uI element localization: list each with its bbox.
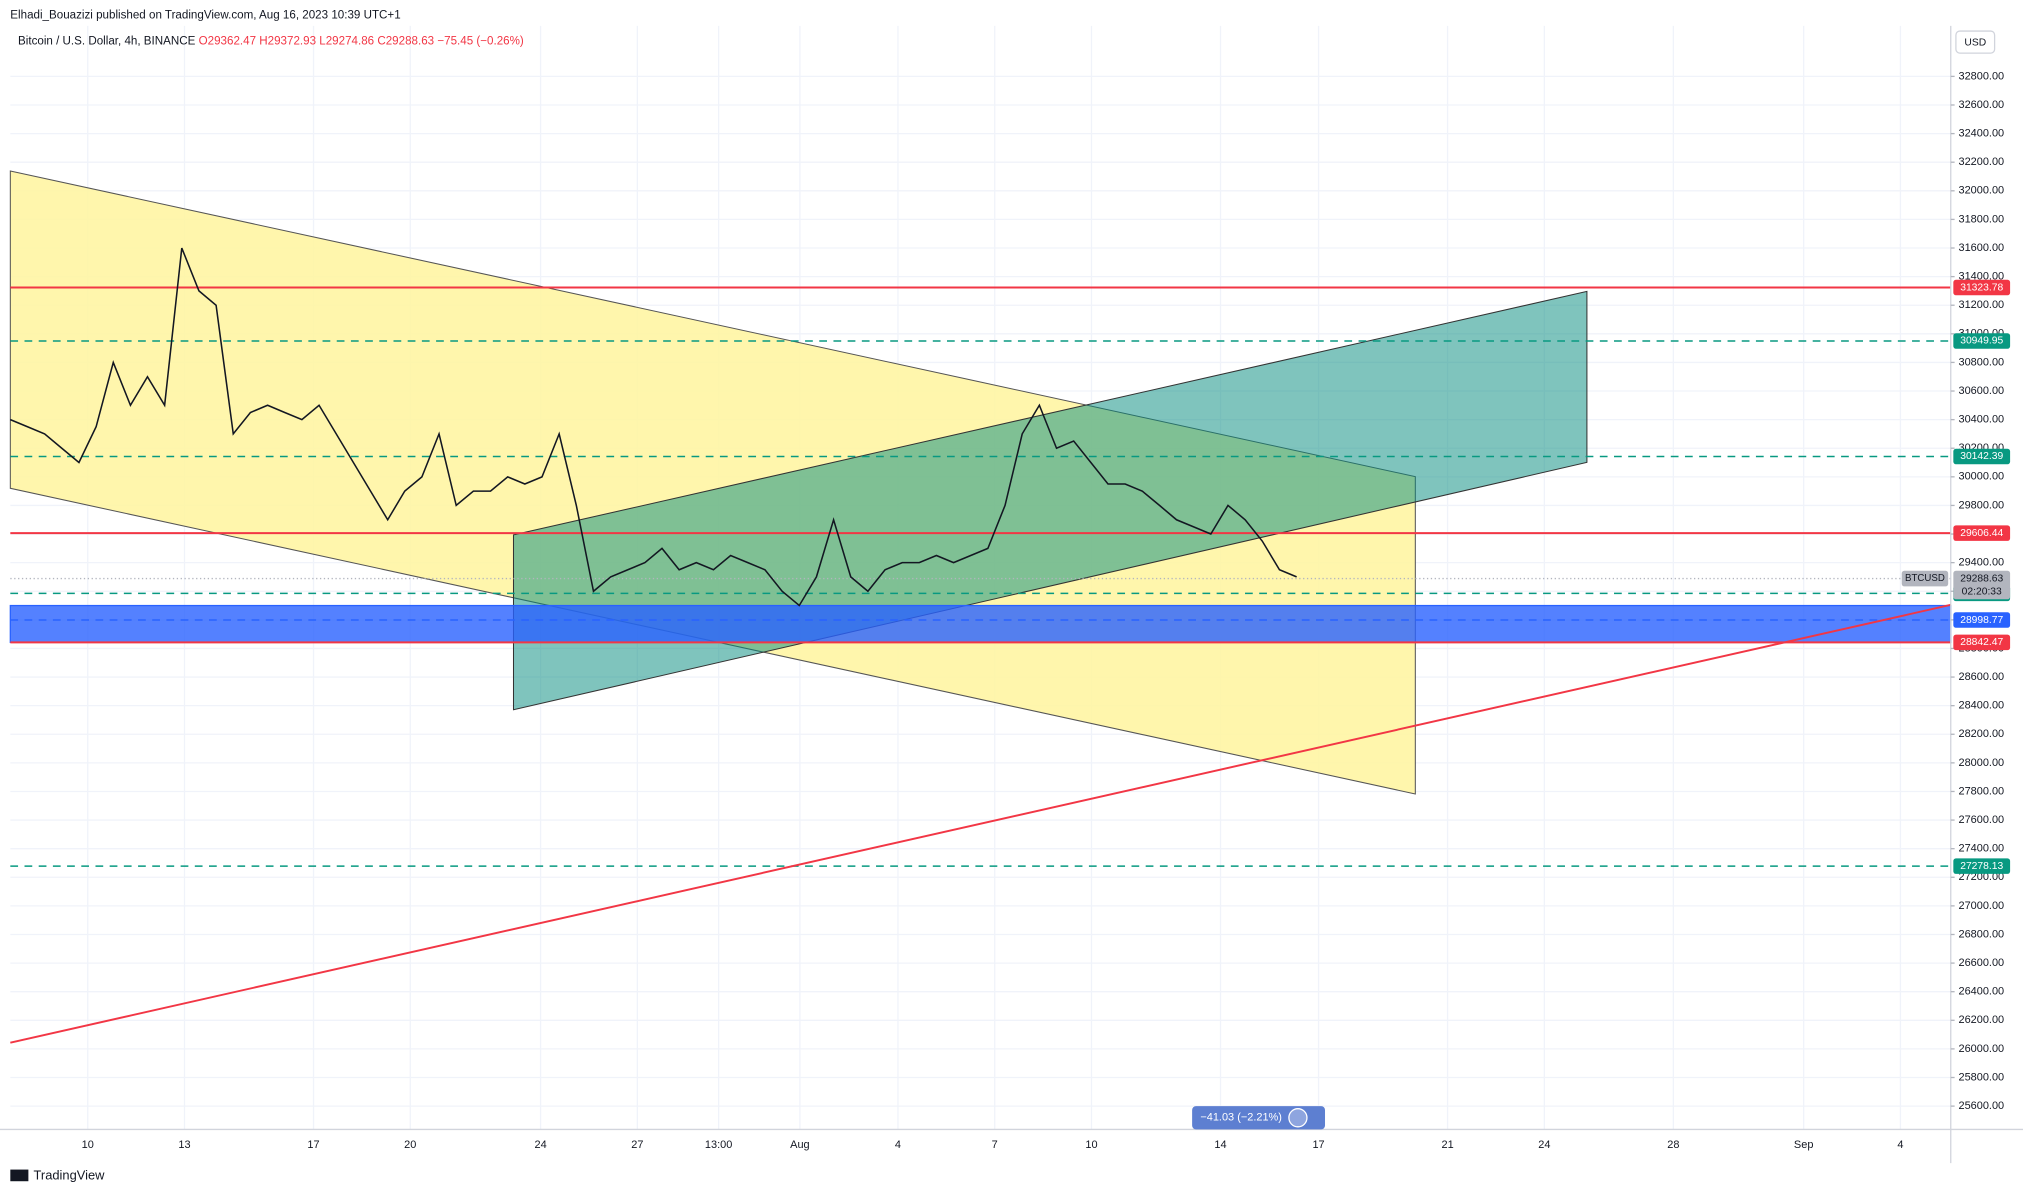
high: H29372.93 xyxy=(259,35,316,48)
x-tick-label: 10 xyxy=(1085,1139,1097,1151)
x-tick-label: 27 xyxy=(631,1139,643,1151)
y-tick-label: 30400.00 xyxy=(1958,414,2004,426)
y-tick-label: 28200.00 xyxy=(1958,728,2004,740)
y-tick-label: 28600.00 xyxy=(1958,671,2004,683)
symbol-box xyxy=(1901,570,1949,587)
y-tick-label: 26000.00 xyxy=(1958,1043,2004,1055)
level-label: 31323.78 xyxy=(1960,282,2003,293)
level-label-box xyxy=(1953,858,2011,874)
y-tick-label: 32000.00 xyxy=(1958,185,2004,197)
currency-box[interactable] xyxy=(1955,30,1996,54)
y-tick-label: 26400.00 xyxy=(1958,986,2004,998)
price-labels: 31323.7830949.9530142.3929606.4429185.38… xyxy=(1901,279,2011,874)
level-label: 28842.47 xyxy=(1960,637,2003,648)
y-tick-label: 25600.00 xyxy=(1958,1100,2004,1112)
y-tick-label: 25800.00 xyxy=(1958,1071,2004,1083)
price-line xyxy=(10,247,1297,607)
level-label: 27278.13 xyxy=(1960,861,2003,872)
y-tick-label: 31200.00 xyxy=(1958,299,2004,311)
y-tick-label: 27600.00 xyxy=(1958,814,2004,826)
symbol-label: BTCUSD xyxy=(1905,573,1945,584)
brand: TradingView xyxy=(34,1167,106,1182)
last-price-box xyxy=(1953,570,2011,600)
y-tick-label: 31800.00 xyxy=(1958,213,2004,225)
x-tick-label: 13:00 xyxy=(705,1139,732,1151)
x-axis: 10 13 17 20 24 27 13:00 Aug 4 7 10 14 17 21 24 28 Sep 4 xyxy=(82,1139,1904,1151)
x-tick-label: 21 xyxy=(1441,1139,1453,1151)
level-label: 30142.39 xyxy=(1960,451,2003,462)
level-label-box xyxy=(1953,448,2011,465)
symbol: Bitcoin / U.S. Dollar, 4h, BINANCE xyxy=(18,35,196,48)
x-tick-label: 24 xyxy=(534,1139,546,1151)
levels xyxy=(10,286,1951,867)
x-tick-label: 17 xyxy=(307,1139,319,1151)
level-label-box xyxy=(1953,525,2011,541)
x-tick-label: 10 xyxy=(82,1139,94,1151)
y-tick-label: 30000.00 xyxy=(1958,471,2004,483)
y-tick-label: 27200.00 xyxy=(1958,871,2004,883)
legend-line: Bitcoin / U.S. Dollar, 4h, BINANCE O2936… xyxy=(18,35,524,48)
trendline xyxy=(10,603,1951,1044)
y-tick-label: 31600.00 xyxy=(1958,242,2004,254)
x-tick-label: 4 xyxy=(1897,1139,1903,1151)
currency[interactable]: USD xyxy=(1964,37,1986,48)
y-tick-label: 31400.00 xyxy=(1958,271,2004,283)
x-tick-label: 7 xyxy=(992,1139,998,1151)
y-tick-label: 26800.00 xyxy=(1958,928,2004,940)
x-tick-label: 28 xyxy=(1667,1139,1679,1151)
change: −75.45 (−0.26%) xyxy=(437,35,524,48)
y-tick-label: 27400.00 xyxy=(1958,843,2004,855)
x-tick-label: Aug xyxy=(790,1139,809,1151)
publisher: Elhadi_Bouazizi published on TradingView… xyxy=(10,9,400,22)
y-tick-label: 32400.00 xyxy=(1958,127,2004,139)
level-label: 30949.95 xyxy=(1960,336,2003,347)
y-tick-label: 30600.00 xyxy=(1958,385,2004,397)
open: O29362.47 xyxy=(199,35,256,48)
x-tick-label: 4 xyxy=(895,1139,901,1151)
measure-icon xyxy=(1288,1108,1308,1128)
y-tick-label: 30800.00 xyxy=(1958,356,2004,368)
y-tick-label: 27000.00 xyxy=(1958,900,2004,912)
x-tick-label: 14 xyxy=(1214,1139,1226,1151)
zone-layer xyxy=(9,604,1952,644)
y-tick-label: 28000.00 xyxy=(1958,757,2004,769)
level-label-box xyxy=(1953,612,2011,628)
y-tick-label: 32800.00 xyxy=(1958,70,2004,82)
x-tick-label: 20 xyxy=(404,1139,416,1151)
level-label-box xyxy=(1953,634,2011,651)
low: L29274.86 xyxy=(319,35,374,48)
x-tick-label: 17 xyxy=(1312,1139,1324,1151)
level-label-box xyxy=(1953,279,2011,296)
x-tick-label: 24 xyxy=(1538,1139,1550,1151)
level-label-box xyxy=(1953,333,2011,349)
y-tick-label: 32200.00 xyxy=(1958,156,2004,168)
zone xyxy=(9,604,1952,644)
y-tick-label: 27800.00 xyxy=(1958,785,2004,797)
x-tick-label: 13 xyxy=(178,1139,190,1151)
close: C29288.63 xyxy=(377,35,434,48)
y-tick-label: 29800.00 xyxy=(1958,499,2004,511)
brand-logo xyxy=(10,1169,29,1182)
measure-label: −41.03 (−2.21%) xyxy=(1200,1112,1282,1124)
x-tick-label: Sep xyxy=(1794,1139,1813,1151)
last-price-label: 29288.63 xyxy=(1960,573,2003,584)
y-tick-label: 29400.00 xyxy=(1958,557,2004,569)
y-tick-label: 26200.00 xyxy=(1958,1014,2004,1026)
y-tick-label: 26600.00 xyxy=(1958,957,2004,969)
series xyxy=(10,247,1297,607)
countdown: 02:20:33 xyxy=(1962,586,2002,597)
y-tick-label: 32600.00 xyxy=(1958,99,2004,111)
y-axis: 25600.00 25800.00 26000.00 26200.00 26400.00… xyxy=(1950,70,2004,1112)
y-tick-label: 28400.00 xyxy=(1958,700,2004,712)
level-label: 29606.44 xyxy=(1960,528,2003,539)
level-label: 28998.77 xyxy=(1960,615,2003,626)
